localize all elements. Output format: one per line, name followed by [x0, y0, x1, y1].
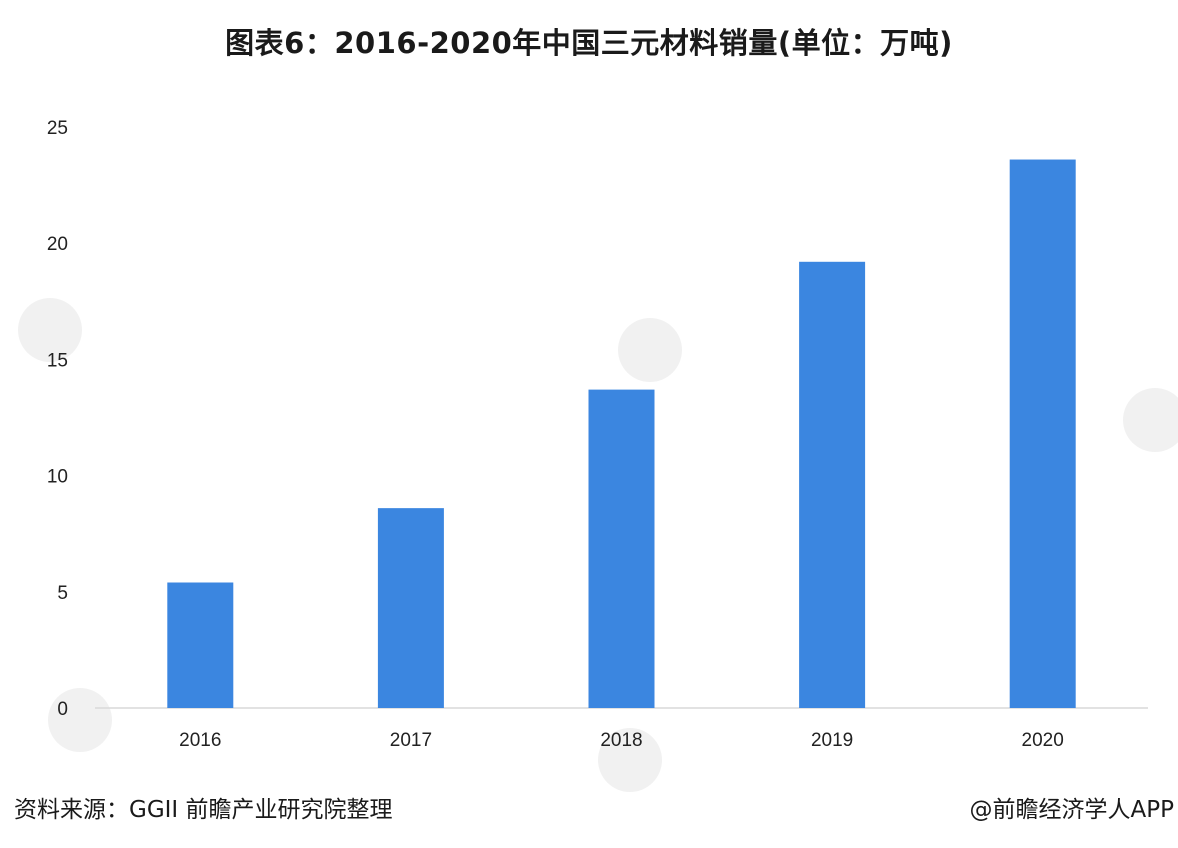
- credit-note: @前瞻经济学人APP: [969, 797, 1174, 823]
- y-tick-label-0: 0: [57, 699, 68, 720]
- chart-title: 图表6：2016-2020年中国三元材料销量(单位：万吨): [225, 26, 953, 60]
- watermark-logo-1: [618, 318, 682, 382]
- bar-2017: [377, 508, 444, 708]
- y-tick-label-20: 20: [47, 234, 68, 255]
- bar-layer: [167, 159, 1076, 708]
- x-tick-label-2017: 2017: [390, 730, 432, 751]
- y-tick-label-5: 5: [57, 583, 68, 604]
- bar-2016: [167, 582, 234, 708]
- watermark-layer: [18, 298, 1178, 792]
- label-layer: 0 5 10 15 20 25 2016 2017 2018 2019 2020: [47, 118, 1064, 751]
- watermark-logo-2: [1123, 388, 1178, 452]
- y-tick-label-15: 15: [47, 350, 68, 371]
- x-tick-label-2019: 2019: [811, 730, 853, 751]
- bar-2020: [1009, 159, 1076, 708]
- bar-2019: [799, 261, 866, 708]
- watermark-logo-0: [18, 298, 82, 362]
- x-tick-label-2016: 2016: [179, 730, 221, 751]
- y-tick-label-25: 25: [47, 118, 68, 139]
- source-note: 资料来源：GGII 前瞻产业研究院整理: [14, 797, 393, 823]
- x-tick-label-2018: 2018: [600, 730, 642, 751]
- y-tick-label-10: 10: [47, 467, 68, 488]
- x-tick-label-2020: 2020: [1022, 730, 1064, 751]
- watermark-logo-3: [48, 688, 112, 752]
- bar-2018: [588, 389, 655, 708]
- watermark-logo-4: [598, 728, 662, 792]
